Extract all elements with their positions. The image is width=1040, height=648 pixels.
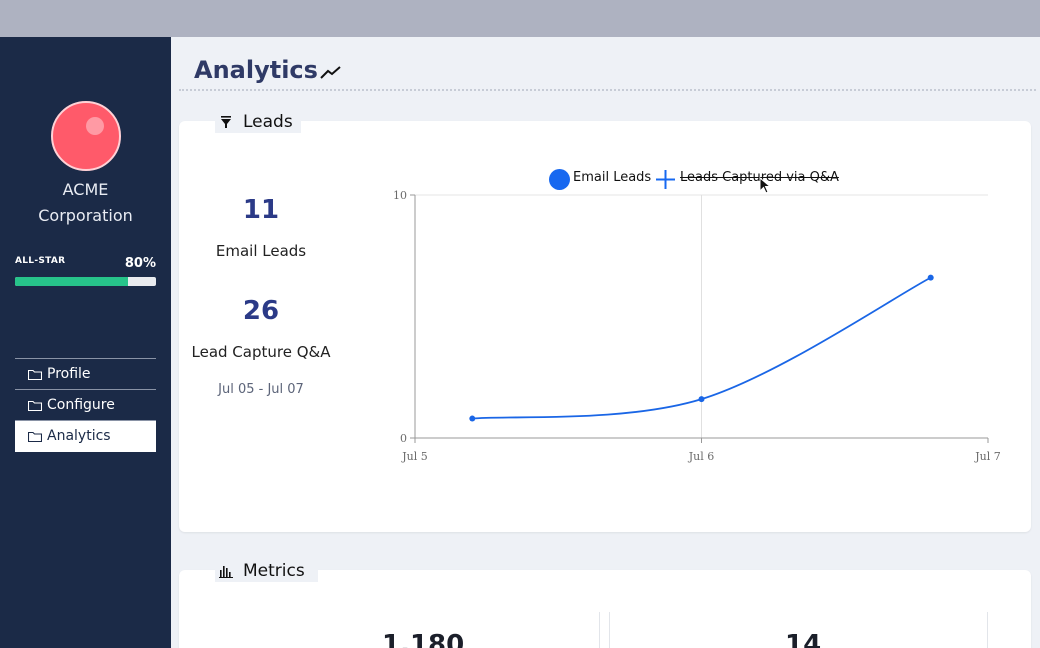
date-range: Jul 05 - Jul 07 <box>218 382 304 397</box>
org-name: ACME Corporation <box>0 177 171 229</box>
metric-divider <box>609 612 610 648</box>
email-leads-count: 11 <box>242 195 280 225</box>
folder-icon <box>28 431 42 442</box>
leads-line-chart: 0 10 Jul 5 Jul 6 Jul 7 <box>393 189 1001 463</box>
folder-icon <box>28 400 42 411</box>
legend-qa-marker[interactable] <box>655 169 676 190</box>
trend-line-icon <box>320 66 341 79</box>
leads-section-label: Leads <box>243 112 293 132</box>
leads-section-header[interactable]: Leads <box>215 111 301 133</box>
leads-card <box>179 121 1031 532</box>
metric-divider <box>987 612 988 648</box>
legend-email-marker[interactable] <box>549 169 570 190</box>
chart-y-tick-label: 10 <box>393 189 407 202</box>
title-divider <box>179 89 1036 91</box>
tier-label: ALL-STAR <box>15 256 66 266</box>
mouse-cursor-icon <box>759 177 771 194</box>
qa-leads-count: 26 <box>242 296 280 326</box>
progress-percent: 80% <box>124 256 156 271</box>
chart-data-point <box>698 396 705 403</box>
sidebar-item-label: Configure <box>47 397 115 413</box>
chart-data-point <box>927 274 934 281</box>
org-name-line2: Corporation <box>38 206 133 225</box>
legend-email-leads[interactable]: Email Leads <box>573 170 652 185</box>
sidebar-item-label: Profile <box>47 366 91 382</box>
chart-x-tick-label: Jul 5 <box>401 450 428 463</box>
folder-icon <box>28 369 42 380</box>
sidebar: ACME Corporation ALL-STAR 80% Profile Co… <box>0 37 171 648</box>
chart-data-point <box>469 415 476 422</box>
qa-leads-label: Lead Capture Q&A <box>191 343 331 361</box>
avatar[interactable] <box>51 101 121 171</box>
sidebar-item-label: Analytics <box>47 428 111 444</box>
email-leads-label: Email Leads <box>215 242 307 260</box>
sidebar-nav: Profile Configure Analytics <box>15 358 156 452</box>
chart-x-tick-label: Jul 7 <box>974 450 1001 463</box>
metric-value: 14 <box>785 630 822 648</box>
funnel-icon <box>221 116 231 128</box>
metrics-section-label: Metrics <box>243 561 305 581</box>
progress-fill <box>15 277 128 286</box>
page-title: Analytics <box>194 56 318 84</box>
progress-bar <box>15 277 156 286</box>
legend-qa-leads[interactable]: Leads Captured via Q&A <box>680 170 839 185</box>
avatar-highlight <box>86 117 104 135</box>
sidebar-item-profile[interactable]: Profile <box>15 359 156 390</box>
metric-divider <box>599 612 600 648</box>
chart-y-tick-label: 0 <box>400 432 407 445</box>
metric-value: 1,180 <box>382 630 465 648</box>
sidebar-item-configure[interactable]: Configure <box>15 390 156 421</box>
metrics-section-header[interactable]: Metrics <box>215 560 318 582</box>
chart-x-tick-label: Jul 6 <box>688 450 715 463</box>
sidebar-item-analytics[interactable]: Analytics <box>15 421 156 452</box>
browser-top-bar <box>0 0 1040 37</box>
org-name-line1: ACME <box>62 180 109 199</box>
bar-chart-icon <box>219 566 233 578</box>
metrics-card <box>179 570 1031 648</box>
